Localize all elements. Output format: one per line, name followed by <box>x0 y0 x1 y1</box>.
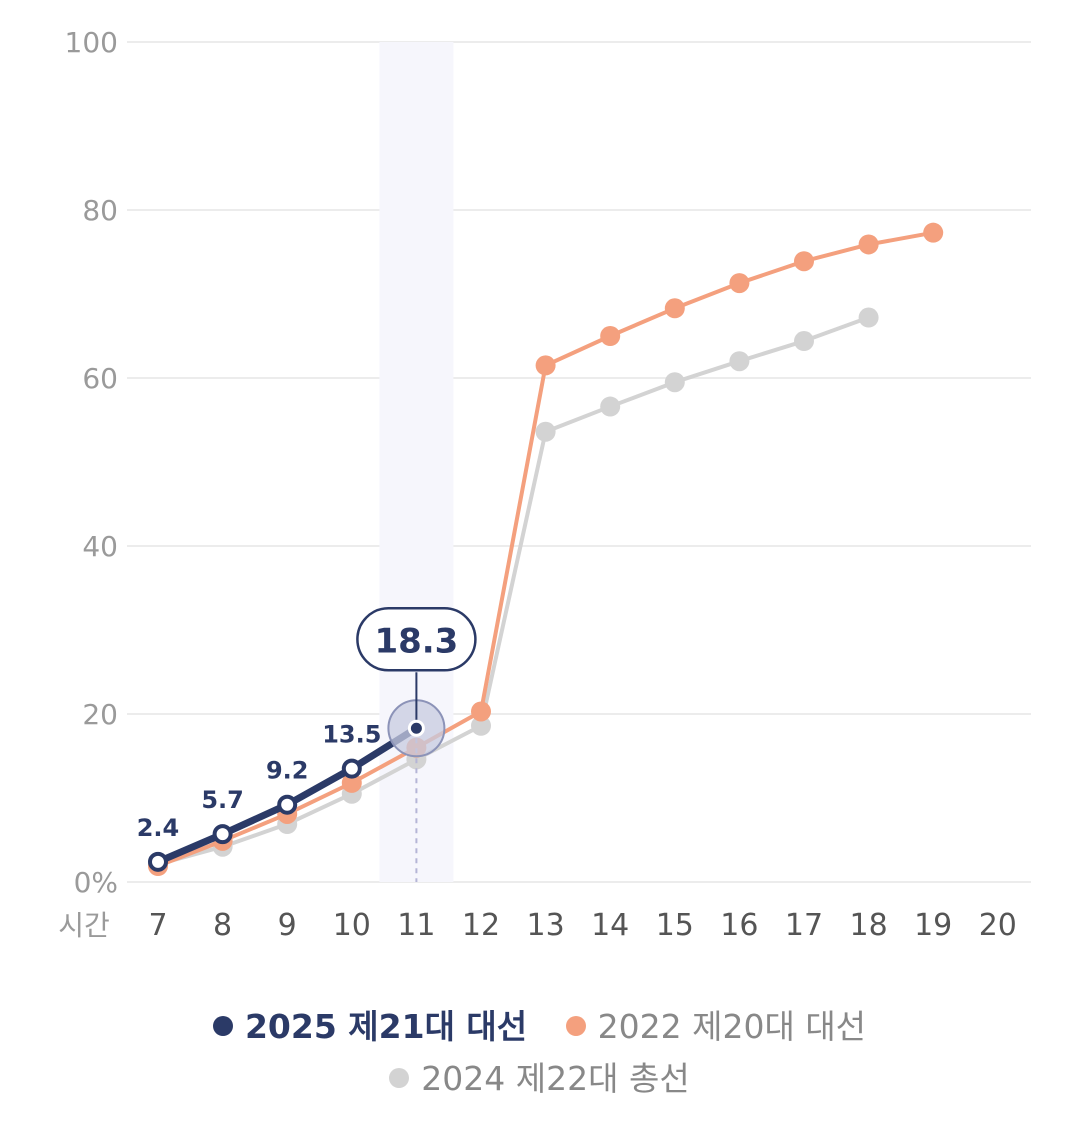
data-label-8: 5.7 <box>201 786 244 814</box>
legend-item-2024: 2024 제22대 총선 <box>389 1052 690 1100</box>
series-0-point-15 <box>664 372 685 393</box>
series-1-point-19 <box>923 222 944 243</box>
data-label-7: 2.4 <box>137 814 180 842</box>
y-tick-40: 40 <box>82 530 118 563</box>
data-labels: 2.4 5.7 9.2 13.5 <box>137 721 382 842</box>
series-2-point-10 <box>341 758 362 779</box>
series-0-point-14 <box>600 396 621 417</box>
y-tick-60: 60 <box>82 362 118 395</box>
series-2-point-8 <box>212 824 233 845</box>
x-tick-10: 10 <box>333 908 371 943</box>
current-point <box>407 719 425 737</box>
grid-lines <box>127 41 1031 883</box>
legend-item-2022: 2022 제20대 대선 <box>565 1000 867 1048</box>
x-tick-11: 11 <box>397 908 435 943</box>
x-tick-18: 18 <box>850 908 888 943</box>
series-1-point-10 <box>341 772 362 793</box>
callout-value: 18.3 <box>374 621 458 661</box>
legend-label-2025: 2025 제21대 대선 <box>244 1007 528 1046</box>
x-tick-15: 15 <box>656 908 694 943</box>
series-1-point-12 <box>471 701 491 722</box>
series-1-point-14 <box>600 326 621 346</box>
x-tick-13: 13 <box>527 908 565 943</box>
series-1-point-16 <box>729 273 750 294</box>
series-0-point-17 <box>794 331 814 352</box>
legend-dot-2022 <box>565 1015 586 1036</box>
x-axis-unit: 시간 <box>58 909 110 942</box>
series-0-point-16 <box>729 351 750 372</box>
legend-item-2025: 2025 제21대 대선 <box>212 1000 528 1048</box>
series-2-point-7 <box>148 851 168 872</box>
legend-dot-2024 <box>389 1067 410 1088</box>
callout-box <box>356 607 477 672</box>
x-tick-17: 17 <box>785 908 823 943</box>
x-tick-16: 16 <box>720 908 758 943</box>
y-tick-100: 100 <box>65 26 118 59</box>
series-1-point-17 <box>794 251 814 272</box>
x-tick-9: 9 <box>278 908 297 943</box>
y-axis-ticks: 0% 20 40 60 80 100 <box>65 26 118 899</box>
series-1-point-18 <box>858 234 879 255</box>
y-tick-80: 80 <box>82 194 118 227</box>
legend-row-2: 2024 제22대 총선 <box>0 1052 1079 1100</box>
legend-label-2022: 2022 제20대 대선 <box>597 1007 867 1046</box>
x-tick-7: 7 <box>148 908 167 943</box>
legend-dot-2025 <box>212 1015 233 1036</box>
legend-row-1: 2025 제21대 대선 2022 제20대 대선 <box>0 1000 1079 1048</box>
y-tick-20: 20 <box>82 698 118 731</box>
series-0-point-13 <box>535 421 556 442</box>
turnout-line-chart: 0% 20 40 60 80 100 시간 7 8 9 10 11 12 13 14 15 16 17 18 19… <box>58 26 1031 943</box>
x-tick-12: 12 <box>462 908 500 943</box>
current-value-callout: 18.3 <box>356 607 477 882</box>
series-2 <box>148 724 420 872</box>
series-0-point-12 <box>471 715 491 736</box>
x-tick-20: 20 <box>979 908 1017 943</box>
x-axis-ticks: 시간 7 8 9 10 11 12 13 14 15 16 17 18 19 20 <box>58 908 1017 943</box>
legend-label-2024: 2024 제22대 총선 <box>421 1059 690 1098</box>
x-tick-8: 8 <box>213 908 232 943</box>
series-1-point-15 <box>664 298 685 319</box>
series-line-0 <box>156 315 871 867</box>
series-1-point-13 <box>535 355 556 376</box>
series-2-point-9 <box>277 794 298 815</box>
y-tick-0: 0% <box>74 866 118 899</box>
series-0-point-18 <box>858 307 879 328</box>
x-tick-19: 19 <box>914 908 952 943</box>
data-label-9: 9.2 <box>266 757 309 785</box>
series-0 <box>148 307 879 875</box>
x-tick-14: 14 <box>591 908 629 943</box>
data-label-10: 13.5 <box>322 721 381 749</box>
